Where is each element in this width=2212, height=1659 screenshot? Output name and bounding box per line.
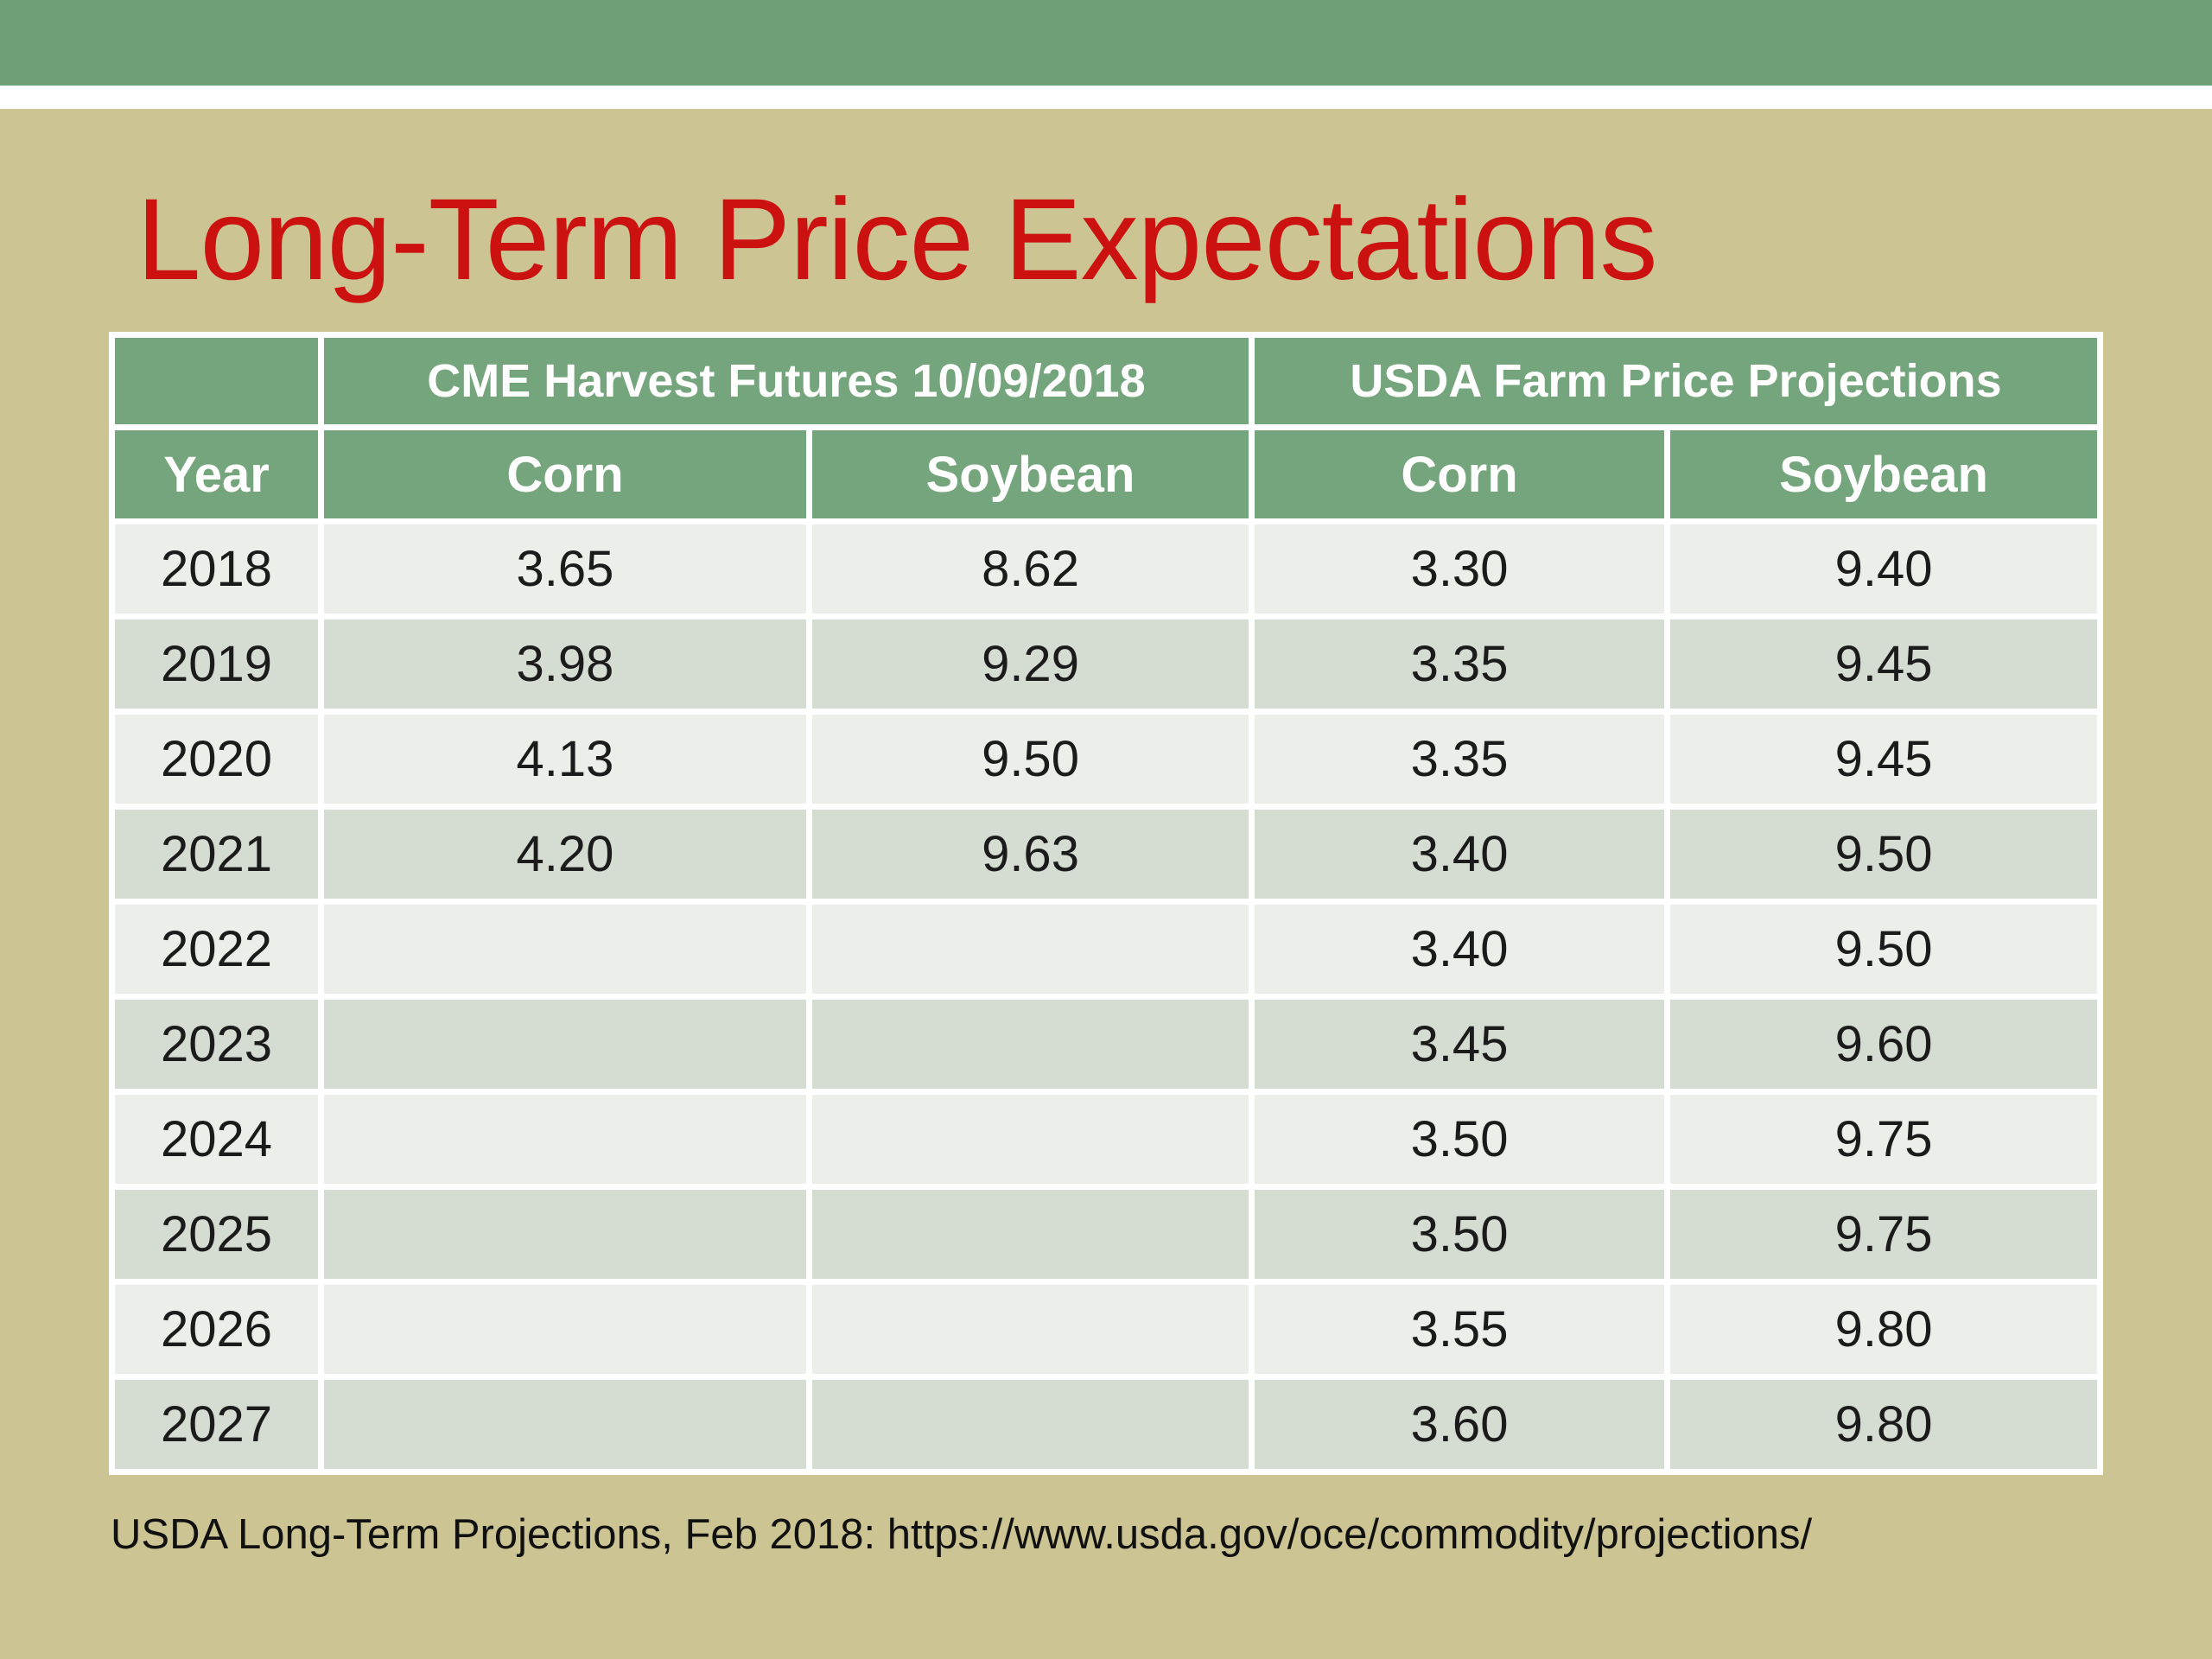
table-row: 2021 4.20 9.63 3.40 9.50 [115,810,2098,899]
header-usda-group: USDA Farm Price Projections [1255,338,2098,424]
usda-soybean-cell: 9.40 [1670,524,2098,613]
year-cell: 2023 [115,1000,318,1089]
usda-soybean-cell: 9.45 [1670,620,2098,709]
cme-soybean-cell [812,1095,1249,1184]
year-cell: 2026 [115,1285,318,1374]
usda-corn-cell: 3.55 [1255,1285,1665,1374]
cme-corn-cell [324,1000,806,1089]
year-cell: 2018 [115,524,318,613]
usda-soybean-cell: 9.50 [1670,810,2098,899]
header-usda-soybean: Soybean [1670,430,2098,518]
usda-soybean-cell: 9.50 [1670,905,2098,994]
cme-soybean-cell [812,1380,1249,1469]
header-cme-group: CME Harvest Futures 10/09/2018 [324,338,1249,424]
year-cell: 2027 [115,1380,318,1469]
table-row: 2019 3.98 9.29 3.35 9.45 [115,620,2098,709]
usda-corn-cell: 3.50 [1255,1095,1665,1184]
source-footnote: USDA Long-Term Projections, Feb 2018: ht… [111,1511,1813,1558]
usda-corn-cell: 3.50 [1255,1190,1665,1279]
usda-corn-cell: 3.35 [1255,715,1665,804]
usda-corn-cell: 3.40 [1255,905,1665,994]
year-cell: 2021 [115,810,318,899]
header-year: Year [115,430,318,518]
cme-soybean-cell [812,1000,1249,1089]
cme-corn-cell [324,1190,806,1279]
usda-corn-cell: 3.30 [1255,524,1665,613]
usda-corn-cell: 3.35 [1255,620,1665,709]
usda-soybean-cell: 9.80 [1670,1380,2098,1469]
usda-soybean-cell: 9.60 [1670,1000,2098,1089]
year-cell: 2019 [115,620,318,709]
usda-corn-cell: 3.40 [1255,810,1665,899]
cme-soybean-cell: 9.63 [812,810,1249,899]
cme-corn-cell: 4.20 [324,810,806,899]
year-cell: 2020 [115,715,318,804]
cme-corn-cell: 4.13 [324,715,806,804]
cme-soybean-cell: 8.62 [812,524,1249,613]
cme-corn-cell [324,1095,806,1184]
table-row: 2026 3.55 9.80 [115,1285,2098,1374]
top-accent-bar [0,0,2212,86]
usda-soybean-cell: 9.75 [1670,1095,2098,1184]
cme-corn-cell: 3.65 [324,524,806,613]
usda-corn-cell: 3.45 [1255,1000,1665,1089]
usda-corn-cell: 3.60 [1255,1380,1665,1469]
header-usda-corn: Corn [1255,430,1665,518]
year-cell: 2024 [115,1095,318,1184]
table-row: 2023 3.45 9.60 [115,1000,2098,1089]
column-header-row: Year Corn Soybean Corn Soybean [115,430,2098,518]
usda-soybean-cell: 9.80 [1670,1285,2098,1374]
usda-soybean-cell: 9.75 [1670,1190,2098,1279]
table-row: 2024 3.50 9.75 [115,1095,2098,1184]
table-row: 2022 3.40 9.50 [115,905,2098,994]
header-cme-corn: Corn [324,430,806,518]
cme-corn-cell: 3.98 [324,620,806,709]
slide-title: Long-Term Price Expectations [137,175,1657,304]
cme-corn-cell [324,1380,806,1469]
table-row: 2018 3.65 8.62 3.30 9.40 [115,524,2098,613]
group-header-row: CME Harvest Futures 10/09/2018 USDA Farm… [115,338,2098,424]
cme-corn-cell [324,905,806,994]
header-cme-soybean: Soybean [812,430,1249,518]
cme-soybean-cell [812,1190,1249,1279]
usda-soybean-cell: 9.45 [1670,715,2098,804]
table-row: 2025 3.50 9.75 [115,1190,2098,1279]
cme-corn-cell [324,1285,806,1374]
header-spacer-cell [115,338,318,424]
price-table: CME Harvest Futures 10/09/2018 USDA Farm… [109,332,2104,1475]
table-row: 2020 4.13 9.50 3.35 9.45 [115,715,2098,804]
cme-soybean-cell [812,1285,1249,1374]
year-cell: 2022 [115,905,318,994]
table-row: 2027 3.60 9.80 [115,1380,2098,1469]
cme-soybean-cell: 9.29 [812,620,1249,709]
cme-soybean-cell: 9.50 [812,715,1249,804]
cme-soybean-cell [812,905,1249,994]
top-white-stripe [0,86,2212,109]
year-cell: 2025 [115,1190,318,1279]
